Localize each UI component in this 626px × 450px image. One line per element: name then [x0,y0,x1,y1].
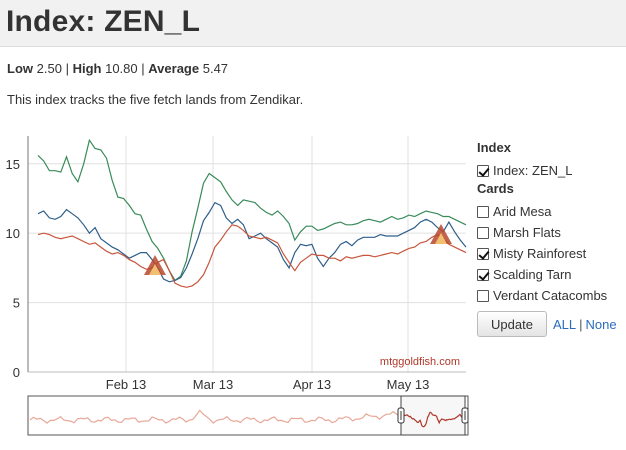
y-tick-label: 10 [6,226,20,241]
high-value: 10.80 [105,61,138,76]
legend-item-arid-mesa[interactable]: Arid Mesa [477,201,625,222]
series-line-scalding-tarn [37,138,467,282]
average-label: Average [148,61,200,76]
series-legend: Index Index: ZEN_L Cards Arid Mesa Marsh… [477,140,625,337]
legend-item-marsh-flats[interactable]: Marsh Flats [477,222,625,243]
series-line-index-zen-l [37,224,467,288]
event-marker-inner [149,264,161,275]
legend-item-label: Index: ZEN_L [493,163,573,178]
arid-mesa-checkbox[interactable] [477,205,489,218]
legend-item-index[interactable]: Index: ZEN_L [477,160,625,181]
legend-index-heading: Index [477,140,511,155]
chart-series [37,138,467,288]
y-tick-label: 0 [13,365,20,380]
navigator-frame [27,395,469,436]
stats-separator: | [65,61,69,76]
scalding-tarn-checkbox[interactable] [477,268,489,281]
chart-grid [28,136,466,373]
stats-separator: | [141,61,145,76]
legend-item-label: Verdant Catacombs [493,288,608,303]
event-marker [144,255,166,275]
stats-line: Low 2.50 | High 10.80 | Average 5.47 [7,61,228,76]
event-marker-inner [435,233,447,244]
navigator-history-line [29,409,401,424]
y-tick-label: 15 [6,157,20,172]
x-tick-label: Mar 13 [193,377,233,392]
page-header: Index: ZEN_L [0,0,626,47]
x-tick-label: Feb 13 [106,377,146,392]
verdant-catacombs-checkbox[interactable] [477,289,489,302]
x-tick-label: May 13 [387,377,430,392]
page-title: Index: ZEN_L [6,5,201,38]
misty-rainforest-checkbox[interactable] [477,247,489,260]
marsh-flats-checkbox[interactable] [477,226,489,239]
legend-item-label: Arid Mesa [493,204,552,219]
chart-watermark: mtggoldfish.com [380,356,460,368]
index-description: This index tracks the five fetch lands f… [7,92,304,107]
chart-markers [144,224,452,275]
select-all-link[interactable]: ALL [553,316,577,332]
legend-item-scalding-tarn[interactable]: Scalding Tarn [477,264,625,285]
high-label: High [72,61,102,76]
update-button[interactable]: Update [477,311,547,337]
event-marker [430,224,452,244]
range-navigator[interactable] [27,395,469,436]
link-separator: | [579,316,583,332]
legend-item-misty-rainforest[interactable]: Misty Rainforest [477,243,625,264]
legend-actions: Update ALL | None [477,311,625,337]
legend-item-verdant-catacombs[interactable]: Verdant Catacombs [477,285,625,306]
x-tick-label: Apr 13 [293,377,331,392]
average-value: 5.47 [202,61,229,76]
legend-cards-heading: Cards [477,181,514,196]
price-chart[interactable]: 0 5 10 15 Feb 13 Mar 13 Apr 13 May 13 mtggoldfi… [0,130,470,442]
legend-item-label: Marsh Flats [493,225,561,240]
chart-axes: 0 5 10 15 Feb 13 Mar 13 Apr 13 May 13 [6,136,466,392]
navigator-selection-line [401,411,465,428]
low-value: 2.50 [36,61,62,76]
y-tick-label: 5 [13,296,20,311]
low-label: Low [7,61,33,76]
legend-item-label: Misty Rainforest [493,246,587,261]
legend-item-label: Scalding Tarn [493,267,572,282]
series-line-misty-rainforest [37,201,467,283]
index-checkbox[interactable] [477,164,489,177]
select-none-link[interactable]: None [585,316,617,332]
